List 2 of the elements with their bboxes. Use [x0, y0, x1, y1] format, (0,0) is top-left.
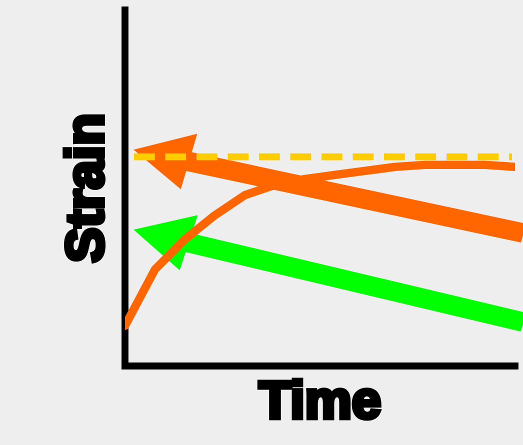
y-axis-title: Strain	[64, 116, 104, 262]
x-axis-title: Time	[259, 380, 380, 419]
